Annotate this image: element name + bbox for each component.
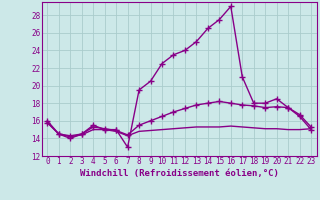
X-axis label: Windchill (Refroidissement éolien,°C): Windchill (Refroidissement éolien,°C) (80, 169, 279, 178)
